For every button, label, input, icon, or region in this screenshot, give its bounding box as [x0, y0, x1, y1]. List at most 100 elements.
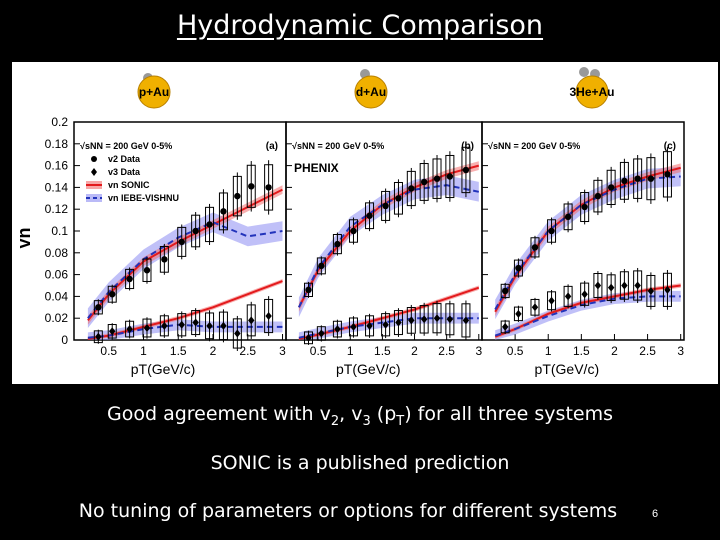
v2-data-point	[462, 166, 470, 174]
y-tick-label: 0	[61, 333, 68, 347]
v3-data-point	[305, 333, 312, 342]
v3-data-point	[564, 292, 572, 301]
v2-data-point	[265, 184, 272, 191]
v2-data-point	[621, 177, 628, 185]
v3-data-point	[161, 321, 168, 330]
v2-data-point	[366, 212, 373, 219]
bullet-no-tuning: No tuning of parameters or options for d…	[78, 500, 618, 522]
x-axis-label: pT(GeV/c)	[535, 361, 600, 377]
v2-data-point	[420, 178, 428, 186]
x-tick-label: 1.5	[374, 344, 391, 358]
v2-data-point	[234, 192, 241, 200]
v2-data-point	[647, 175, 655, 182]
sonic-v3-band	[87, 279, 283, 340]
v2-data-point	[143, 267, 151, 274]
v2-data-point	[664, 171, 671, 178]
x-tick-label: 3	[279, 344, 286, 358]
x-tick-label: 2.5	[639, 344, 656, 358]
y-axis-label: vn	[14, 227, 34, 248]
x-tick-label: 2	[210, 344, 217, 358]
v3-data-point	[334, 325, 341, 334]
sonic-v2-line	[87, 188, 283, 322]
panel-tag: (c)	[664, 141, 676, 152]
x-tick-label: 2	[411, 344, 418, 358]
legend-marker-v3	[91, 168, 97, 176]
v3-data-point	[621, 281, 628, 290]
b1-mid2: (p	[370, 403, 397, 425]
v3-data-point	[95, 332, 102, 341]
b1-sub3: T	[396, 413, 405, 429]
v2-data-point	[206, 221, 213, 228]
system-badge-label: p+Au	[139, 85, 169, 99]
v2-data-point	[334, 240, 341, 248]
ivishnu-v2-line	[87, 221, 283, 319]
v3-data-point	[531, 303, 539, 312]
ivishnu-v3-line	[298, 317, 479, 339]
v3-data-point	[408, 316, 415, 325]
v2-data-point	[318, 262, 325, 270]
v2-data-point	[395, 195, 402, 202]
sonic-v3-band	[298, 285, 479, 340]
y-tick-label: 0.08	[45, 246, 69, 260]
v2-data-point	[531, 244, 539, 251]
x-tick-label: 0.5	[100, 344, 117, 358]
b1-pre: Good agreement with v	[107, 403, 331, 425]
ivishnu-v3-band	[495, 290, 681, 340]
v3-data-point	[234, 329, 241, 338]
b1-sub2: 3	[362, 413, 371, 429]
v2-data-point	[634, 175, 641, 182]
v3-data-point	[462, 316, 470, 325]
x-tick-label: 1.5	[170, 344, 187, 358]
v2-data-point	[408, 185, 415, 192]
v2-data-point	[564, 213, 572, 221]
v2-data-point	[126, 275, 133, 283]
x-tick-label: 3	[677, 344, 684, 358]
v2-data-point	[192, 227, 199, 235]
y-tick-label: 0.02	[45, 311, 69, 325]
v3-data-point	[395, 318, 402, 327]
b1-mid1: , v	[339, 403, 363, 425]
v2-data-point	[350, 227, 357, 235]
gold-nucleus-icon	[137, 75, 171, 109]
x-tick-label: 0.5	[310, 344, 327, 358]
x-tick-label: 1	[545, 344, 552, 358]
v3-data-point	[178, 320, 185, 329]
legend-entry: vn IEBE-VISHNU	[108, 193, 179, 203]
v3-data-point	[420, 315, 428, 324]
sonic-v3-line	[298, 286, 480, 340]
slide-title: Hydrodynamic Comparison	[0, 10, 720, 41]
v3-data-point	[433, 314, 441, 323]
v2-data-point	[109, 291, 116, 298]
v3-data-point	[265, 312, 272, 321]
v3-data-point	[248, 316, 255, 325]
v3-data-point	[664, 285, 671, 294]
gold-nucleus-icon	[575, 75, 609, 109]
legend	[86, 156, 102, 202]
experiment-label: PHENIX	[294, 161, 339, 175]
legend-marker-v2	[91, 156, 97, 162]
y-tick-label: 0.12	[45, 202, 69, 216]
x-tick-label: 2	[611, 344, 618, 358]
v3-data-point	[581, 290, 588, 299]
y-tick-label: 0.2	[51, 115, 68, 129]
nucleon-icon	[579, 67, 589, 77]
system-badge-p+Au	[137, 73, 171, 109]
x-tick-label: 1.5	[573, 344, 590, 358]
v3-data-point	[350, 322, 357, 331]
v2-data-point	[161, 256, 168, 263]
y-tick-label: 0.16	[45, 159, 69, 173]
v2-data-point	[515, 264, 522, 272]
v3-data-point	[634, 281, 641, 290]
panel-energy-label: √sNN = 200 GeV 0-5%	[488, 141, 580, 151]
v2-data-point	[594, 192, 602, 200]
system-badge-3He+Au	[575, 67, 609, 109]
v3-data-point	[206, 321, 213, 330]
y-tick-label: 0.1	[51, 224, 68, 238]
v3-data-point	[143, 324, 151, 333]
v3-data-point	[366, 321, 373, 330]
y-tick-label: 0.14	[45, 180, 69, 194]
v2-data-point	[382, 202, 389, 210]
v3-data-point	[220, 321, 227, 330]
y-tick-label: 0.06	[45, 268, 69, 282]
v3-data-point	[126, 325, 133, 334]
